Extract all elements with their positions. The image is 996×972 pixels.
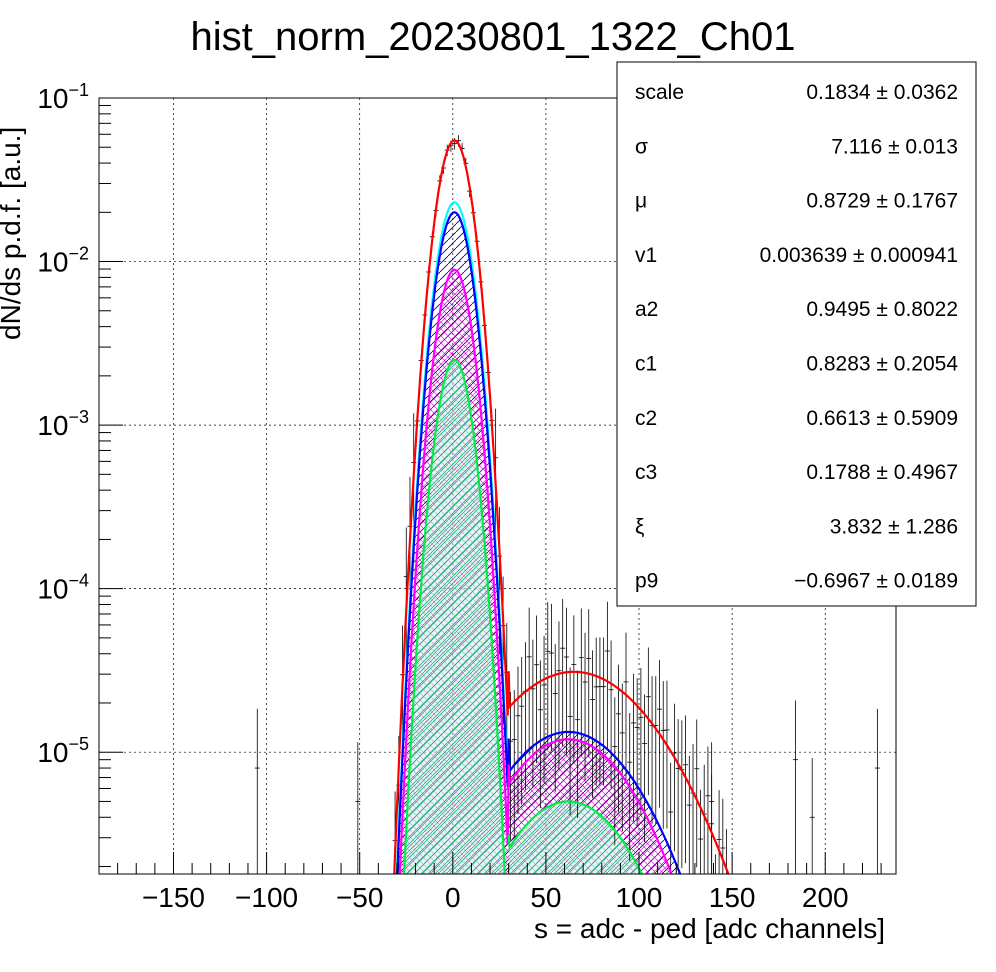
- stats-param-value: 0.9495 ± 0.8022: [806, 298, 958, 321]
- axis-ticks: [99, 97, 882, 874]
- component-fill: [404, 360, 642, 874]
- fit-curve: [393, 139, 730, 874]
- stats-param-value: 7.116 ± 0.013: [831, 135, 958, 158]
- stats-param-value: 0.003639 ± 0.000941: [760, 244, 958, 267]
- x-axis-label: s = adc - ped [adc channels]: [534, 913, 885, 944]
- stats-box-frame: [616, 61, 977, 607]
- stats-param-value: −0.6967 ± 0.0189: [794, 570, 958, 593]
- fit-curves: [393, 139, 730, 874]
- stats-param-name: ξ: [635, 515, 644, 538]
- y-tick-label: 10−3: [37, 407, 89, 441]
- x-tick-label: −100: [235, 882, 298, 913]
- y-tick-label: 10−1: [37, 80, 89, 114]
- stats-param-value: 0.8283 ± 0.2054: [806, 353, 958, 376]
- stats-param-name: c3: [635, 461, 657, 484]
- fit-curve: [402, 358, 644, 874]
- stats-param-name: scale: [635, 81, 684, 104]
- data-points: [254, 135, 880, 874]
- stats-param-name: c2: [635, 407, 657, 430]
- fit-curve: [396, 211, 682, 874]
- y-tick-label: 10−2: [37, 244, 89, 278]
- x-tick-label: 100: [616, 882, 663, 913]
- y-tick-label: 10−5: [37, 734, 89, 768]
- x-tick-label: 150: [709, 882, 756, 913]
- stats-param-name: σ: [635, 135, 648, 158]
- stats-param-value: 3.832 ± 1.286: [830, 515, 958, 538]
- component-fills: [397, 212, 681, 874]
- fit-curve: [398, 268, 673, 874]
- x-tick-labels: −150 −100 −50 0 50 100 150 200: [142, 882, 849, 913]
- stats-param-value: 0.6613 ± 0.5909: [806, 407, 958, 430]
- fit-parameters-box: scale 0.1834 ± 0.0362 σ 7.116 ± 0.013 μ 0.872…: [616, 61, 977, 607]
- y-axis-label: dN/ds p.d.f. [a.u.]: [0, 127, 26, 340]
- chart-title: hist_norm_20230801_1322_Ch01: [191, 15, 796, 59]
- x-tick-label: 0: [445, 882, 461, 913]
- stats-param-value: 0.8729 ± 0.1767: [806, 190, 958, 213]
- stats-param-value: 0.1834 ± 0.0362: [806, 81, 958, 104]
- x-tick-label: 200: [802, 882, 849, 913]
- x-tick-label: −150: [142, 882, 205, 913]
- y-tick-label: 10−4: [37, 571, 89, 605]
- stats-param-name: μ: [635, 190, 647, 213]
- stats-param-name: c1: [635, 353, 657, 376]
- stats-param-value: 0.1788 ± 0.4967: [806, 461, 958, 484]
- x-tick-label: 50: [530, 882, 561, 913]
- x-tick-label: −50: [336, 882, 384, 913]
- stats-param-name: p9: [635, 570, 658, 593]
- stats-param-name: a2: [635, 298, 658, 321]
- stats-param-name: v1: [635, 244, 657, 267]
- y-tick-labels: 10−5 10−4 10−3 10−2 10−1: [37, 80, 89, 768]
